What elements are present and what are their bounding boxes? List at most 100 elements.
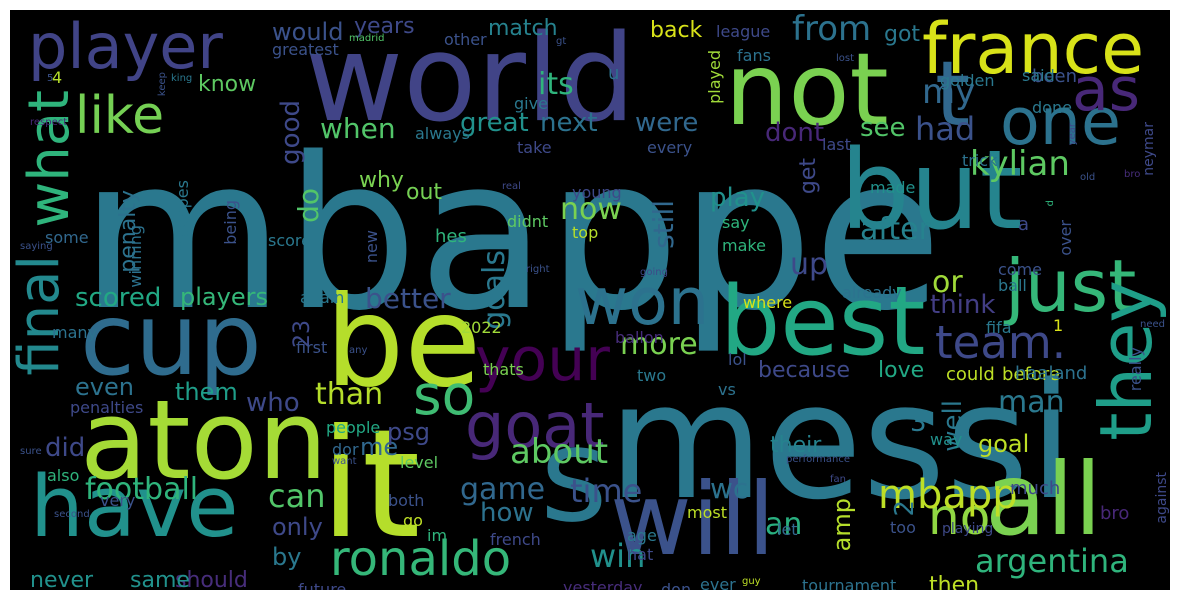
cloud-word: out bbox=[406, 180, 443, 205]
cloud-word: did bbox=[45, 433, 86, 463]
cloud-word: old bbox=[1080, 172, 1096, 183]
cloud-word: very bbox=[100, 491, 136, 510]
cloud-word: players bbox=[180, 283, 268, 311]
cloud-word: greatest bbox=[272, 40, 339, 59]
cloud-word: respect bbox=[30, 117, 68, 128]
cloud-word: be bbox=[325, 270, 482, 415]
cloud-word: than bbox=[315, 377, 384, 412]
cloud-word: penalties bbox=[70, 398, 144, 417]
cloud-word: score bbox=[268, 231, 311, 250]
cloud-word: yesterday bbox=[563, 578, 643, 591]
cloud-word: could bbox=[946, 364, 995, 385]
cloud-word: back bbox=[650, 18, 703, 43]
cloud-word: first bbox=[296, 338, 328, 357]
cloud-word: played bbox=[705, 50, 724, 104]
cloud-word: were bbox=[635, 108, 699, 138]
cloud-word: can bbox=[268, 477, 326, 515]
cloud-word: didnt bbox=[507, 212, 549, 231]
cloud-word: got bbox=[884, 22, 921, 47]
cloud-word: would bbox=[272, 18, 344, 46]
cloud-word: most bbox=[687, 503, 727, 522]
cloud-word: again bbox=[300, 288, 345, 307]
cloud-word: by bbox=[272, 543, 302, 571]
cloud-word: team. bbox=[935, 316, 1067, 369]
cloud-word: france bbox=[922, 10, 1145, 90]
cloud-word: im bbox=[427, 526, 448, 545]
cloud-word: one bbox=[1000, 85, 1121, 160]
word-cloud: mbappe messi world it be aton cup not but s all wil… bbox=[10, 10, 1170, 590]
cloud-word: other bbox=[444, 30, 487, 49]
cloud-word: match bbox=[488, 16, 558, 41]
cloud-word: hes bbox=[435, 226, 467, 247]
cloud-word: need bbox=[1140, 319, 1165, 330]
cloud-word: dor bbox=[332, 440, 359, 459]
cloud-word: too bbox=[890, 518, 916, 537]
cloud-word: fan bbox=[830, 474, 846, 485]
cloud-word: like bbox=[75, 86, 165, 146]
cloud-word: people bbox=[326, 418, 381, 437]
cloud-word: some bbox=[45, 228, 89, 247]
cloud-word: see bbox=[860, 113, 906, 143]
cloud-word: vs bbox=[718, 380, 736, 399]
cloud-word: why bbox=[359, 168, 404, 193]
cloud-word: messi bbox=[608, 348, 1074, 535]
cloud-word: new bbox=[362, 230, 381, 264]
cloud-word: make bbox=[722, 236, 766, 255]
cloud-word: trick bbox=[962, 151, 998, 170]
cloud-word: psg bbox=[387, 418, 430, 446]
cloud-word: amp bbox=[828, 498, 856, 552]
cloud-word: it bbox=[320, 398, 421, 572]
cloud-word: thats bbox=[483, 360, 524, 379]
cloud-word: been bbox=[1032, 66, 1077, 87]
cloud-word: won bbox=[575, 265, 710, 340]
cloud-word: when bbox=[320, 112, 396, 145]
cloud-word: where bbox=[743, 293, 793, 312]
cloud-word: world bbox=[305, 10, 636, 149]
cloud-word: same bbox=[130, 568, 190, 591]
cloud-word: going bbox=[640, 267, 668, 278]
cloud-word: playing bbox=[942, 521, 994, 537]
cloud-word: do bbox=[292, 188, 325, 223]
cloud-word: who bbox=[246, 388, 300, 418]
cloud-word: bro bbox=[1100, 503, 1130, 524]
cloud-word: last bbox=[822, 135, 851, 154]
cloud-word: your bbox=[475, 325, 610, 395]
cloud-word: ballon bbox=[615, 328, 664, 347]
cloud-word: goal bbox=[978, 430, 1030, 458]
cloud-word: fifa bbox=[986, 318, 1012, 337]
cloud-word: get bbox=[796, 158, 821, 195]
cloud-word: man bbox=[998, 385, 1065, 420]
cloud-word: an bbox=[765, 507, 803, 542]
cloud-word: against bbox=[1154, 472, 1170, 524]
cloud-word: any bbox=[349, 345, 368, 356]
cloud-word: about bbox=[510, 432, 609, 472]
cloud-word: performance bbox=[786, 454, 851, 465]
cloud-word: 1 bbox=[1053, 316, 1064, 335]
cloud-word: kylian bbox=[970, 144, 1070, 184]
cloud-word: argentina bbox=[975, 542, 1129, 580]
cloud-word: lost bbox=[836, 53, 855, 64]
cloud-word: saying bbox=[20, 241, 53, 252]
cloud-word: already bbox=[842, 283, 902, 302]
cloud-word: what bbox=[17, 90, 82, 228]
cloud-word: made bbox=[870, 178, 916, 197]
cloud-word: take bbox=[517, 138, 552, 157]
cloud-word: still bbox=[647, 200, 680, 249]
cloud-word: haaland bbox=[1015, 363, 1088, 384]
cloud-word: 3 bbox=[910, 408, 927, 438]
cloud-word: being bbox=[221, 200, 240, 245]
cloud-word: up bbox=[790, 247, 829, 282]
cloud-word: top bbox=[572, 223, 599, 242]
cloud-word: years bbox=[354, 14, 415, 39]
cloud-word: goat bbox=[465, 389, 605, 462]
cloud-word: mbappe bbox=[80, 112, 943, 357]
cloud-word: really bbox=[1126, 347, 1145, 392]
cloud-word: year bbox=[1067, 123, 1078, 146]
cloud-word: think bbox=[930, 290, 996, 320]
cloud-word: french bbox=[490, 530, 541, 549]
cloud-word: play bbox=[710, 183, 766, 213]
cloud-word: but bbox=[840, 126, 1023, 254]
cloud-word: real bbox=[502, 181, 521, 192]
cloud-word: ever bbox=[700, 575, 736, 591]
cloud-word: done bbox=[1032, 98, 1072, 117]
